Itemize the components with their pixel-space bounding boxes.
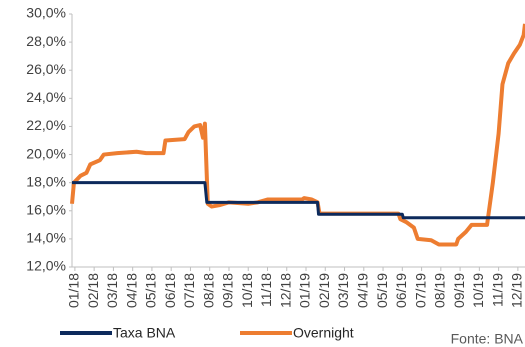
x-tick-label: 10/19 bbox=[470, 273, 486, 308]
x-tick-label: 10/18 bbox=[239, 273, 255, 308]
y-tick-label: 18,0% bbox=[26, 173, 66, 189]
y-tick-label: 14,0% bbox=[26, 230, 66, 246]
x-tick-label: 12/18 bbox=[277, 273, 293, 308]
x-tick-label: 01/18 bbox=[66, 273, 82, 308]
x-tick-label: 12/19 bbox=[509, 273, 525, 308]
x-tick-label: 05/19 bbox=[374, 273, 390, 308]
x-tick-label: 08/19 bbox=[432, 273, 448, 308]
x-tick-label: 05/18 bbox=[143, 273, 159, 308]
source-note: Fonte: BNA bbox=[451, 331, 524, 347]
y-tick-label: 16,0% bbox=[26, 201, 66, 217]
y-tick-label: 26,0% bbox=[26, 61, 66, 77]
x-tick-label: 06/19 bbox=[393, 273, 409, 308]
x-tick-label: 09/18 bbox=[220, 273, 236, 308]
y-tick-label: 28,0% bbox=[26, 33, 66, 49]
series-line bbox=[72, 181, 525, 220]
x-tick-label: 11/18 bbox=[258, 273, 274, 307]
x-tick-label: 04/18 bbox=[123, 273, 139, 308]
x-tick-label: 07/19 bbox=[412, 273, 428, 308]
x-tick-label: 02/19 bbox=[316, 273, 332, 308]
y-tick-label: 20,0% bbox=[26, 145, 66, 161]
y-tick-label: 30,0% bbox=[26, 5, 66, 21]
x-tick-label: 03/19 bbox=[335, 273, 351, 308]
series-line bbox=[70, 23, 525, 247]
x-tick-label: 01/19 bbox=[297, 273, 313, 308]
x-tick-label: 09/19 bbox=[451, 273, 467, 308]
x-tick-label: 08/18 bbox=[200, 273, 216, 308]
y-tick-label: 12,0% bbox=[26, 258, 66, 274]
x-tick-label: 07/18 bbox=[181, 273, 197, 308]
y-tick-label: 24,0% bbox=[26, 89, 66, 105]
legend-label: Taxa BNA bbox=[113, 325, 176, 341]
x-tick-label: 03/18 bbox=[104, 273, 120, 308]
x-tick-label: 06/18 bbox=[162, 273, 178, 308]
legend-label: Overnight bbox=[293, 325, 354, 341]
x-tick-label: 04/19 bbox=[354, 273, 370, 308]
x-tick-label: 11/19 bbox=[489, 273, 505, 307]
x-tick-label: 02/18 bbox=[85, 273, 101, 308]
y-tick-label: 22,0% bbox=[26, 117, 66, 133]
